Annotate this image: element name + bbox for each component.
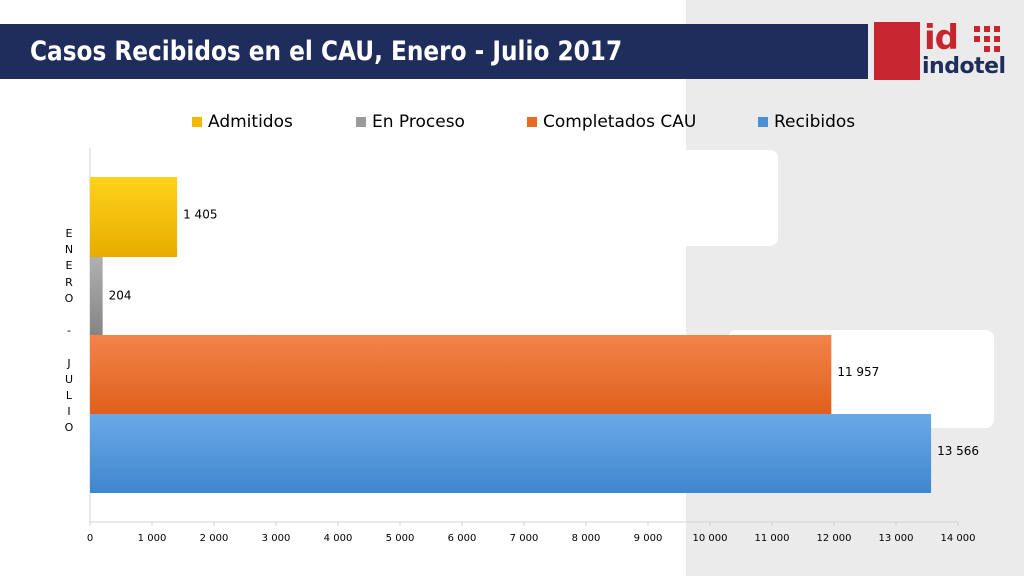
- logo-grid-icon: [974, 26, 1000, 52]
- x-tick-label: 8 000: [572, 533, 601, 544]
- data-label: 1 405: [183, 208, 217, 222]
- title-bar: Casos Recibidos en el CAU, Enero - Julio…: [0, 24, 868, 79]
- category-letter: E: [65, 259, 73, 273]
- logo-wordmark: indotel: [922, 54, 1006, 79]
- chart-legend: Admitidos En Proceso Completados CAU Rec…: [0, 112, 1024, 136]
- category-letter: O: [64, 421, 74, 435]
- background-card: [600, 150, 778, 246]
- x-tick-label: 2 000: [200, 533, 229, 544]
- category-letter: R: [65, 275, 73, 289]
- category-letter: I: [67, 405, 71, 419]
- x-tick-label: 5 000: [386, 533, 415, 544]
- category-letter: -: [67, 324, 71, 338]
- x-tick-label: 10 000: [693, 533, 728, 544]
- legend-label: Recibidos: [774, 112, 856, 132]
- x-tick-label: 0: [87, 533, 93, 544]
- bar-recibidos: [90, 414, 932, 493]
- legend-label: Completados CAU: [543, 112, 697, 132]
- data-label: 13 566: [937, 444, 979, 458]
- legend-label: En Proceso: [372, 112, 465, 132]
- bar-en-proceso: [90, 257, 103, 335]
- x-tick-label: 12 000: [817, 533, 852, 544]
- x-tick-label: 7 000: [510, 533, 539, 544]
- x-tick-label: 9 000: [634, 533, 663, 544]
- logo-red-block: [874, 22, 920, 80]
- category-letter: E: [65, 227, 73, 240]
- legend-item-en-proceso: En Proceso: [356, 112, 465, 132]
- category-letter: O: [64, 291, 74, 305]
- legend-swatch: [192, 117, 202, 127]
- x-tick-label: 11 000: [755, 533, 790, 544]
- data-label: 204: [109, 289, 132, 303]
- indotel-logo: id indotel: [874, 18, 1014, 82]
- legend-swatch: [356, 117, 366, 127]
- category-letter: L: [65, 389, 73, 403]
- category-letter: N: [64, 243, 74, 257]
- category-letter: U: [64, 372, 74, 386]
- category-letter: J: [67, 356, 71, 370]
- page-title: Casos Recibidos en el CAU, Enero - Julio…: [30, 36, 623, 67]
- x-tick-label: 1 000: [138, 533, 167, 544]
- x-tick-label: 6 000: [448, 533, 477, 544]
- legend-item-recibidos: Recibidos: [758, 112, 855, 132]
- logo-id-text: id: [924, 18, 959, 58]
- bar-completados-cau: [90, 335, 832, 414]
- bar-admitidos: [90, 177, 178, 257]
- x-tick-label: 14 000: [941, 533, 976, 544]
- x-tick-label: 13 000: [879, 533, 914, 544]
- x-tick-label: 3 000: [262, 533, 291, 544]
- legend-item-completados: Completados CAU: [527, 112, 696, 132]
- legend-label: Admitidos: [208, 112, 293, 132]
- legend-swatch: [758, 117, 768, 127]
- data-label: 11 957: [837, 365, 879, 379]
- legend-item-admitidos: Admitidos: [192, 112, 293, 132]
- legend-swatch: [527, 117, 537, 127]
- x-tick-label: 4 000: [324, 533, 353, 544]
